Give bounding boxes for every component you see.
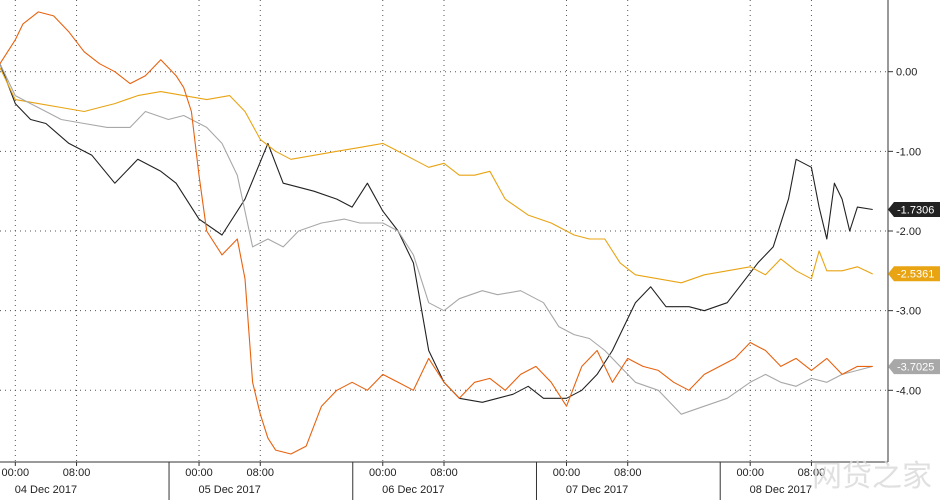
y-tick-label: -2.00 xyxy=(896,226,921,238)
x-tick-label: 00:00 xyxy=(553,467,581,479)
x-tick-label: 00:00 xyxy=(736,467,764,479)
x-date-label: 06 Dec 2017 xyxy=(382,484,444,496)
plot-area xyxy=(0,11,873,455)
y-tick-label: -1.00 xyxy=(896,146,921,158)
series-line-2 xyxy=(0,67,873,284)
x-tick-label: 08:00 xyxy=(798,467,826,479)
x-date-label: 05 Dec 2017 xyxy=(198,484,260,496)
x-date-label: 04 Dec 2017 xyxy=(15,484,77,496)
end-value-tag-label: -3.7025 xyxy=(897,362,934,374)
x-axis: 00:00 08:00 00:00 08:00 00:00 08:00 00:00 08:00… xyxy=(0,461,888,500)
series-line-4 xyxy=(0,11,873,455)
series-line-3 xyxy=(0,63,873,415)
end-value-tag: -2.5361 xyxy=(888,266,940,282)
y-axis: 0.00 -1.00 -2.00 -3.00 -4.00 xyxy=(887,0,921,462)
x-tick-label: 00:00 xyxy=(185,467,213,479)
end-value-tag-label: -1.7306 xyxy=(897,205,934,217)
end-value-tag-label: -2.5361 xyxy=(897,269,934,281)
y-tick-label: -4.00 xyxy=(896,385,921,397)
y-tick-label: -3.00 xyxy=(896,306,921,318)
x-tick-label: 00:00 xyxy=(2,467,30,479)
x-tick-label: 08:00 xyxy=(614,467,642,479)
end-value-tag: -3.7025 xyxy=(888,359,940,375)
end-value-tags: -1.7306 -2.5361 -3.7025 xyxy=(888,202,940,375)
x-tick-label: 08:00 xyxy=(63,467,91,479)
end-value-tag: -1.7306 xyxy=(888,202,940,218)
x-tick-label: 08:00 xyxy=(247,467,275,479)
x-tick-label: 00:00 xyxy=(369,467,397,479)
x-date-label: 07 Dec 2017 xyxy=(566,484,628,496)
watermark: 网贷之家 xyxy=(812,459,932,494)
x-tick-label: 08:00 xyxy=(430,467,458,479)
end-value-tag-bg xyxy=(888,359,940,375)
y-tick-label: 0.00 xyxy=(896,67,917,79)
series-line-1 xyxy=(0,63,873,403)
end-value-tag-bg xyxy=(888,266,940,282)
end-value-tag-bg xyxy=(888,202,940,218)
x-date-label: 08 Dec 2017 xyxy=(750,484,812,496)
grid xyxy=(0,0,888,462)
